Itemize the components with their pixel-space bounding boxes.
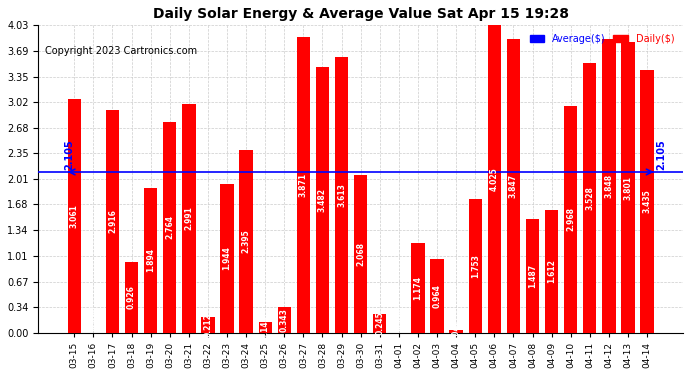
Text: 1.612: 1.612 bbox=[547, 259, 556, 283]
Bar bbox=[201, 316, 215, 333]
Text: 0.042: 0.042 bbox=[452, 319, 461, 343]
Bar bbox=[297, 37, 310, 333]
Bar bbox=[506, 39, 520, 333]
Text: 1.944: 1.944 bbox=[222, 247, 232, 270]
Bar bbox=[583, 63, 596, 333]
Bar bbox=[564, 106, 578, 333]
Legend: Average($), Daily($): Average($), Daily($) bbox=[526, 30, 678, 48]
Text: 3.871: 3.871 bbox=[299, 173, 308, 197]
Text: 2.395: 2.395 bbox=[241, 230, 250, 253]
Bar bbox=[373, 314, 386, 333]
Bar bbox=[545, 210, 558, 333]
Bar bbox=[431, 259, 444, 333]
Bar bbox=[125, 262, 138, 333]
Bar bbox=[335, 57, 348, 333]
Text: 1.753: 1.753 bbox=[471, 254, 480, 278]
Bar bbox=[144, 188, 157, 333]
Text: 1.894: 1.894 bbox=[146, 248, 155, 272]
Text: 3.847: 3.847 bbox=[509, 174, 518, 198]
Text: 0.000: 0.000 bbox=[395, 305, 404, 329]
Text: 3.613: 3.613 bbox=[337, 183, 346, 207]
Text: 0.146: 0.146 bbox=[261, 315, 270, 339]
Text: 3.435: 3.435 bbox=[642, 190, 651, 213]
Bar bbox=[182, 104, 195, 333]
Text: 2.068: 2.068 bbox=[356, 242, 365, 266]
Text: 3.848: 3.848 bbox=[604, 174, 613, 198]
Text: 2.105: 2.105 bbox=[657, 139, 667, 170]
Bar bbox=[239, 150, 253, 333]
Text: 2.991: 2.991 bbox=[184, 207, 193, 231]
Text: 3.528: 3.528 bbox=[585, 186, 594, 210]
Text: 4.025: 4.025 bbox=[490, 167, 499, 191]
Bar bbox=[277, 307, 291, 333]
Text: 3.482: 3.482 bbox=[318, 188, 327, 212]
Bar bbox=[469, 199, 482, 333]
Text: 1.174: 1.174 bbox=[413, 276, 422, 300]
Bar bbox=[68, 99, 81, 333]
Text: 0.212: 0.212 bbox=[204, 313, 213, 337]
Text: 2.968: 2.968 bbox=[566, 207, 575, 231]
Bar bbox=[449, 330, 463, 333]
Bar bbox=[411, 243, 424, 333]
Bar bbox=[220, 184, 234, 333]
Text: 2.916: 2.916 bbox=[108, 210, 117, 233]
Bar bbox=[526, 219, 539, 333]
Bar bbox=[106, 110, 119, 333]
Text: 0.000: 0.000 bbox=[89, 305, 98, 329]
Text: 0.926: 0.926 bbox=[127, 285, 136, 309]
Bar bbox=[488, 25, 501, 333]
Text: 0.343: 0.343 bbox=[280, 308, 289, 332]
Bar bbox=[354, 175, 367, 333]
Bar bbox=[621, 42, 635, 333]
Bar bbox=[640, 70, 653, 333]
Text: 0.964: 0.964 bbox=[433, 284, 442, 308]
Bar bbox=[316, 67, 329, 333]
Bar bbox=[163, 122, 177, 333]
Text: 3.061: 3.061 bbox=[70, 204, 79, 228]
Text: 0.245: 0.245 bbox=[375, 312, 384, 335]
Text: Copyright 2023 Cartronics.com: Copyright 2023 Cartronics.com bbox=[45, 46, 197, 57]
Text: 3.801: 3.801 bbox=[624, 176, 633, 200]
Text: 2.764: 2.764 bbox=[165, 215, 175, 239]
Title: Daily Solar Energy & Average Value Sat Apr 15 19:28: Daily Solar Energy & Average Value Sat A… bbox=[152, 7, 569, 21]
Bar bbox=[259, 322, 272, 333]
Bar bbox=[602, 39, 615, 333]
Text: 2.105: 2.105 bbox=[65, 139, 75, 170]
Text: 1.487: 1.487 bbox=[528, 264, 537, 288]
